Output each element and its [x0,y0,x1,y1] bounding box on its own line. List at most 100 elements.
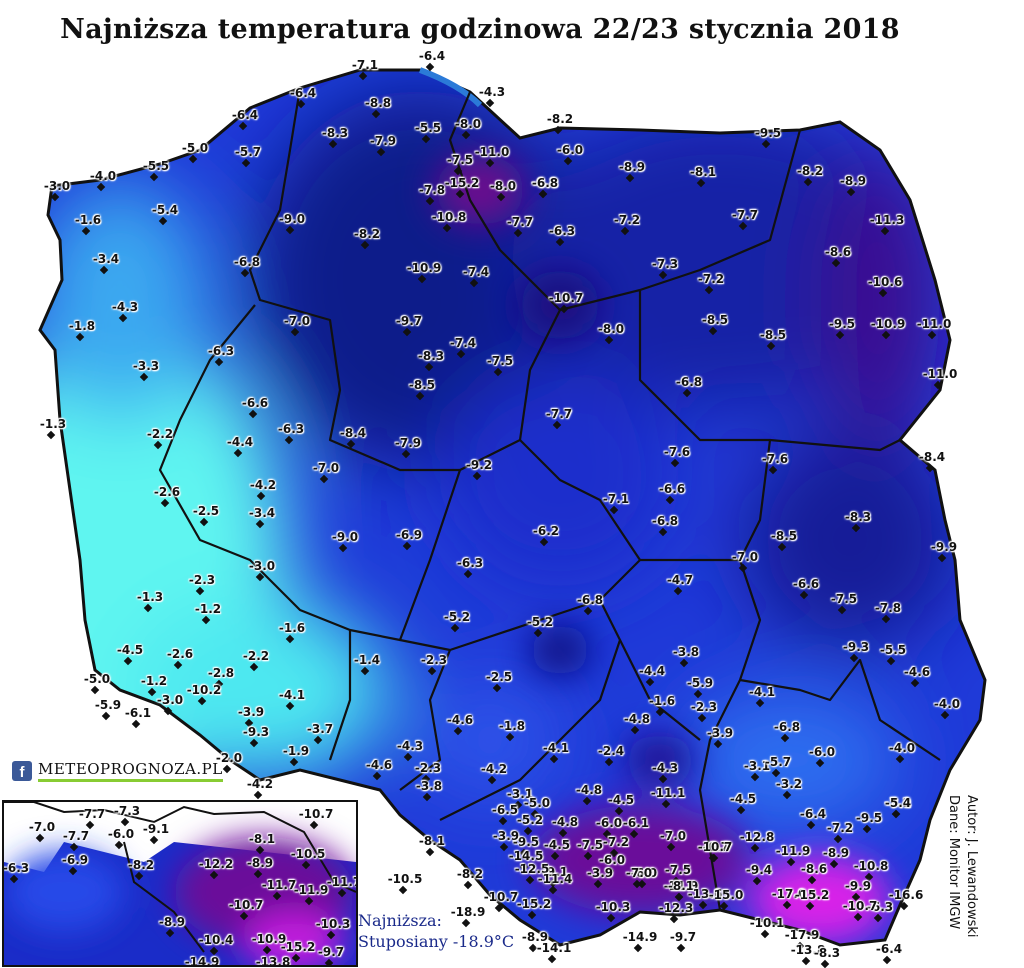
station-temperature: -1.9 [282,744,310,758]
station-temperature: -1.8 [498,719,526,733]
station-temperature: -8.0 [454,117,482,131]
station-temperature: -9.1 [541,865,569,879]
inset-station-temperature: -8.9 [158,915,186,929]
station-temperature: -5.5 [414,121,442,135]
station-temperature: -2.4 [597,744,625,758]
station-temperature: -5.4 [884,796,912,810]
station-temperature: -6.4 [289,86,317,100]
facebook-icon[interactable]: f [12,761,32,781]
station-temperature: -7.4 [449,336,477,350]
station-temperature: -2.0 [215,751,243,765]
station-temperature: -6.9 [395,528,423,542]
station-temperature: -7.0 [625,866,653,880]
station-temperature: -9.5 [828,317,856,331]
station-temperature: -3.2 [775,777,803,791]
station-temperature: -9.9 [930,540,958,554]
station-temperature: -7.9 [394,436,422,450]
station-temperature: -9.0 [331,530,359,544]
station-temperature: -10.7 [697,840,733,854]
station-temperature: -4.2 [249,478,277,492]
station-temperature: -4.3 [111,300,139,314]
station-temperature: -8.6 [800,862,828,876]
station-temperature: -1.3 [136,590,164,604]
station-temperature: -18.9 [450,905,486,919]
station-temperature: -6.3 [277,422,305,436]
station-temperature: -7.7 [545,407,573,421]
station-temperature: -17.0 [771,887,807,901]
station-temperature: -5.2 [526,615,554,629]
station-temperature: -2.2 [242,649,270,663]
station-temperature: -4.3 [396,739,424,753]
author-credit: Autor: J. Lewandowski Dane: Monitor IMGW [944,795,980,938]
station-temperature: -6.1 [622,816,650,830]
station-temperature: -4.4 [638,664,666,678]
station-temperature: -7.1 [351,58,379,72]
brand-logo[interactable]: METEOPROGNOZA.PL [38,760,223,782]
station-temperature: -2.2 [146,427,174,441]
inset-map: -7.7 -7.3 -10.7 -7.0 -7.7 -6.0 -9.1 -8.1 -6.3 -6.… [2,800,358,967]
minimum-value: Stuposiany -18.9°C [358,932,515,951]
station-temperature: -2.5 [192,504,220,518]
logo: f METEOPROGNOZA.PL [12,760,223,782]
station-temperature: -6.7 [702,840,730,854]
inset-station-temperature: -10.9 [251,932,287,946]
station-temperature: -4.5 [543,838,571,852]
station-temperature: -5.4 [151,203,179,217]
station-temperature: -8.3 [813,946,841,960]
station-temperature: -8.2 [546,112,574,126]
station-temperature: -5.9 [686,676,714,690]
station-temperature: -8.3 [321,126,349,140]
station-temperature: -4.6 [446,713,474,727]
station-temperature: -7.5 [446,153,474,167]
station-temperature: -3.1 [743,759,771,773]
station-temperature: -6.8 [773,720,801,734]
station-temperature: -3.4 [92,252,120,266]
station-temperature: -11.3 [869,213,905,227]
station-temperature: -14.5 [508,849,544,863]
station-temperature: -6.8 [233,255,261,269]
station-temperature: -6.4 [231,108,259,122]
station-temperature: -10.2 [186,683,222,697]
station-temperature: -7.6 [761,452,789,466]
inset-station-temperature: -11.9 [293,883,329,897]
station-temperature: -8.2 [353,227,381,241]
station-temperature: -4.6 [903,665,931,679]
station-temperature: -10.8 [853,859,889,873]
inset-station-temperature: -10.4 [198,933,234,947]
station-temperature: -8.5 [701,313,729,327]
station-temperature: -8.9 [618,160,646,174]
station-temperature: -7.5 [664,863,692,877]
station-temperature: -3.9 [586,866,614,880]
station-temperature: -11.1 [650,786,686,800]
station-temperature: -15.0 [708,888,744,902]
inset-station-temperature: -8.2 [127,858,155,872]
station-temperature: -6.8 [675,375,703,389]
station-temperature: -8.5 [408,378,436,392]
station-temperature: -7.5 [486,354,514,368]
station-temperature: -7.8 [418,183,446,197]
station-temperature: -1.2 [140,674,168,688]
station-temperature: -3.1 [506,787,534,801]
inset-station-temperature: -9.7 [317,945,345,959]
station-temperature: -7.1 [602,492,630,506]
station-temperature: -17.9 [784,928,820,942]
station-temperature: -1.6 [648,694,676,708]
station-temperature: -14.9 [622,930,658,944]
station-temperature: -6.3 [548,224,576,238]
station-temperature: -7.4 [462,265,490,279]
station-temperature: -1.2 [194,602,222,616]
station-temperature: -8.4 [339,426,367,440]
station-temperature: -4.0 [89,169,117,183]
station-temperature: -6.3 [866,900,894,914]
station-temperature: -6.8 [651,514,679,528]
station-temperature: -4.1 [748,685,776,699]
station-temperature: -12.8 [739,830,775,844]
station-temperature: -6.8 [531,176,559,190]
station-temperature: -10.3 [595,900,631,914]
station-temperature: -15.2 [444,176,480,190]
station-temperature: -12.5 [514,862,550,876]
station-temperature: -3.0 [248,559,276,573]
inset-station-temperature: -10.7 [298,807,334,821]
station-temperature: -2.6 [153,485,181,499]
inset-station-temperature: -15.2 [280,940,316,954]
